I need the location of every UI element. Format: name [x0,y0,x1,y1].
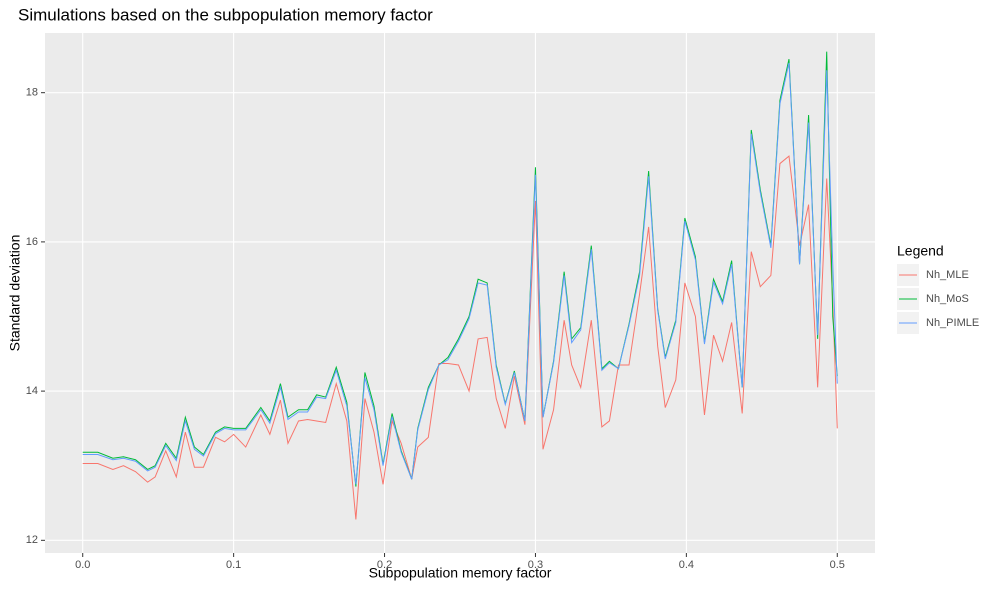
x-tick-label: 0.1 [226,559,241,571]
y-tick-label: 18 [26,87,38,99]
y-tick-label: 16 [26,236,38,248]
series-line [82,155,838,520]
x-tick-label: 0.3 [528,559,543,571]
chart-title: Simulations based on the subpopulation m… [18,5,433,24]
x-axis-label: Subpopulation memory factor [369,565,552,581]
panel [45,33,875,553]
x-tick-label: 0.2 [377,559,392,571]
y-tick-label: 12 [26,534,38,546]
legend-label: Nh_MLE [926,269,969,281]
legend-label: Nh_MoS [926,293,969,305]
legend-title: Legend [897,243,944,259]
y-tick-label: 14 [26,385,38,397]
y-axis-label: Standard deviation [7,235,23,352]
x-tick-label: 0.0 [75,559,90,571]
legend-label: Nh_PIMLE [926,317,979,329]
x-tick-label: 0.5 [830,559,845,571]
x-tick-label: 0.4 [679,559,694,571]
series-line [82,62,838,485]
